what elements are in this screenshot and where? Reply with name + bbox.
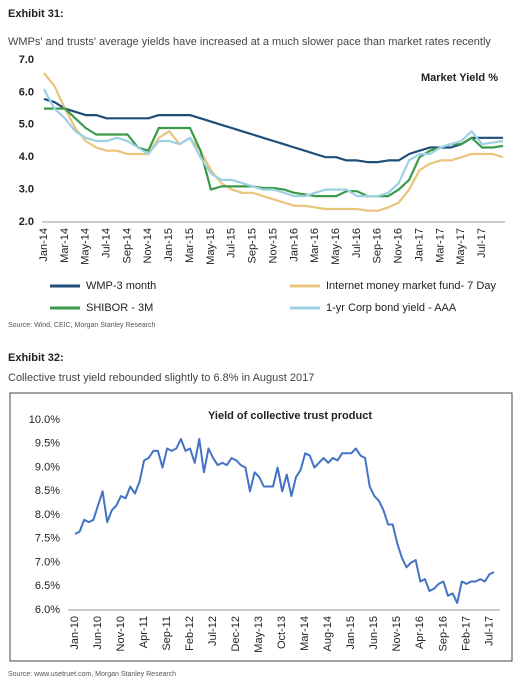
x-tick-label: Jan-14 bbox=[38, 228, 50, 262]
y-tick-label: 10.0% bbox=[29, 414, 60, 426]
x-tick-label: Jul-12 bbox=[207, 616, 219, 646]
data-line bbox=[43, 72, 504, 212]
x-tick-label: May-13 bbox=[253, 616, 265, 653]
chart-title: Yield of collective trust product bbox=[208, 410, 372, 422]
x-tick-label: Nov-14 bbox=[142, 228, 154, 263]
x-tick-label: Mar-16 bbox=[309, 228, 321, 263]
x-tick-label: Apr-16 bbox=[414, 616, 426, 649]
x-tick-label: Nov-15 bbox=[391, 616, 403, 651]
y-tick-label: 6.5% bbox=[35, 580, 60, 592]
y-tick-label: 6.0 bbox=[19, 86, 34, 98]
x-tick-label: Nov-16 bbox=[393, 228, 405, 263]
x-tick-label: Mar-17 bbox=[434, 228, 446, 263]
x-tick-label: Nov-15 bbox=[267, 228, 279, 263]
x-tick-label: Nov-10 bbox=[115, 616, 127, 651]
data-line bbox=[43, 97, 503, 164]
x-tick-label: Jan-10 bbox=[69, 616, 81, 650]
data-line bbox=[44, 107, 504, 198]
legend-label: SHIBOR - 3M bbox=[86, 302, 153, 314]
x-tick-label: Jan-17 bbox=[413, 228, 425, 262]
y-tick-label: 5.0 bbox=[19, 119, 34, 131]
data-line bbox=[74, 438, 495, 604]
subtitle: Collective trust yield rebounded slightl… bbox=[8, 372, 314, 384]
x-tick-label: Feb-17 bbox=[460, 616, 472, 651]
source: Source: Wind, CEIC, Morgan Stanley Resea… bbox=[8, 322, 156, 329]
y-tick-label: 9.0% bbox=[35, 461, 60, 473]
x-tick-label: May-17 bbox=[455, 228, 467, 265]
y-tick-label: 7.0 bbox=[19, 54, 34, 66]
x-tick-label: May-14 bbox=[80, 228, 92, 265]
x-tick-label: Mar-14 bbox=[59, 228, 71, 263]
x-tick-label: Jul-16 bbox=[351, 228, 363, 258]
x-tick-label: Jul-17 bbox=[483, 616, 495, 646]
x-tick-label: Jul-15 bbox=[226, 228, 238, 258]
chart-frame bbox=[9, 392, 513, 662]
x-tick-label: Jan-15 bbox=[163, 228, 175, 262]
y-tick-label: 7.5% bbox=[35, 533, 60, 545]
x-tick-label: Sep-16 bbox=[372, 228, 384, 263]
y-tick-label: 2.0 bbox=[19, 216, 34, 228]
x-tick-label: May-16 bbox=[330, 228, 342, 265]
legend-label: Internet money market fund- 7 Day bbox=[326, 280, 496, 292]
x-tick-label: Sep-11 bbox=[161, 616, 173, 651]
x-tick-label: Jan-15 bbox=[345, 616, 357, 650]
x-tick-label: Jul-14 bbox=[100, 228, 112, 258]
x-tick-label: Mar-14 bbox=[299, 616, 311, 651]
chart-title: Market Yield % bbox=[421, 72, 498, 84]
y-tick-label: 3.0 bbox=[19, 184, 34, 196]
x-tick-label: Jul-17 bbox=[476, 228, 488, 258]
x-tick-label: Sep-15 bbox=[247, 228, 259, 263]
subtitle: WMPs' and trusts' average yields have in… bbox=[8, 36, 491, 48]
y-tick-label: 4.0 bbox=[19, 151, 34, 163]
exhibit-label: Exhibit 32: bbox=[8, 352, 64, 364]
y-tick-label: 8.0% bbox=[35, 509, 60, 521]
exhibit-label: Exhibit 31: bbox=[8, 8, 64, 20]
x-tick-label: Sep-14 bbox=[121, 228, 133, 263]
x-tick-label: Jan-16 bbox=[288, 228, 300, 262]
x-tick-label: Aug-14 bbox=[322, 616, 334, 651]
data-line bbox=[43, 88, 504, 198]
x-tick-label: Jun-10 bbox=[92, 616, 104, 650]
x-tick-label: Sep-16 bbox=[437, 616, 449, 651]
x-tick-label: Dec-12 bbox=[230, 616, 242, 651]
x-tick-label: May-15 bbox=[205, 228, 217, 265]
y-tick-label: 6.0% bbox=[35, 604, 60, 616]
legend-label: 1-yr Corp bond yield - AAA bbox=[326, 302, 457, 314]
legend-label: WMP-3 month bbox=[86, 280, 156, 292]
x-tick-label: Feb-12 bbox=[184, 616, 196, 651]
y-tick-label: 7.0% bbox=[35, 556, 60, 568]
source: Source: www.usetruet.com, Morgan Stanley… bbox=[8, 671, 176, 678]
y-tick-label: 8.5% bbox=[35, 485, 60, 497]
x-tick-label: Jun-15 bbox=[368, 616, 380, 650]
x-tick-label: Apr-11 bbox=[138, 616, 150, 648]
y-tick-label: 9.5% bbox=[35, 438, 60, 450]
x-tick-label: Mar-15 bbox=[184, 228, 196, 263]
x-tick-label: Oct-13 bbox=[276, 616, 288, 649]
